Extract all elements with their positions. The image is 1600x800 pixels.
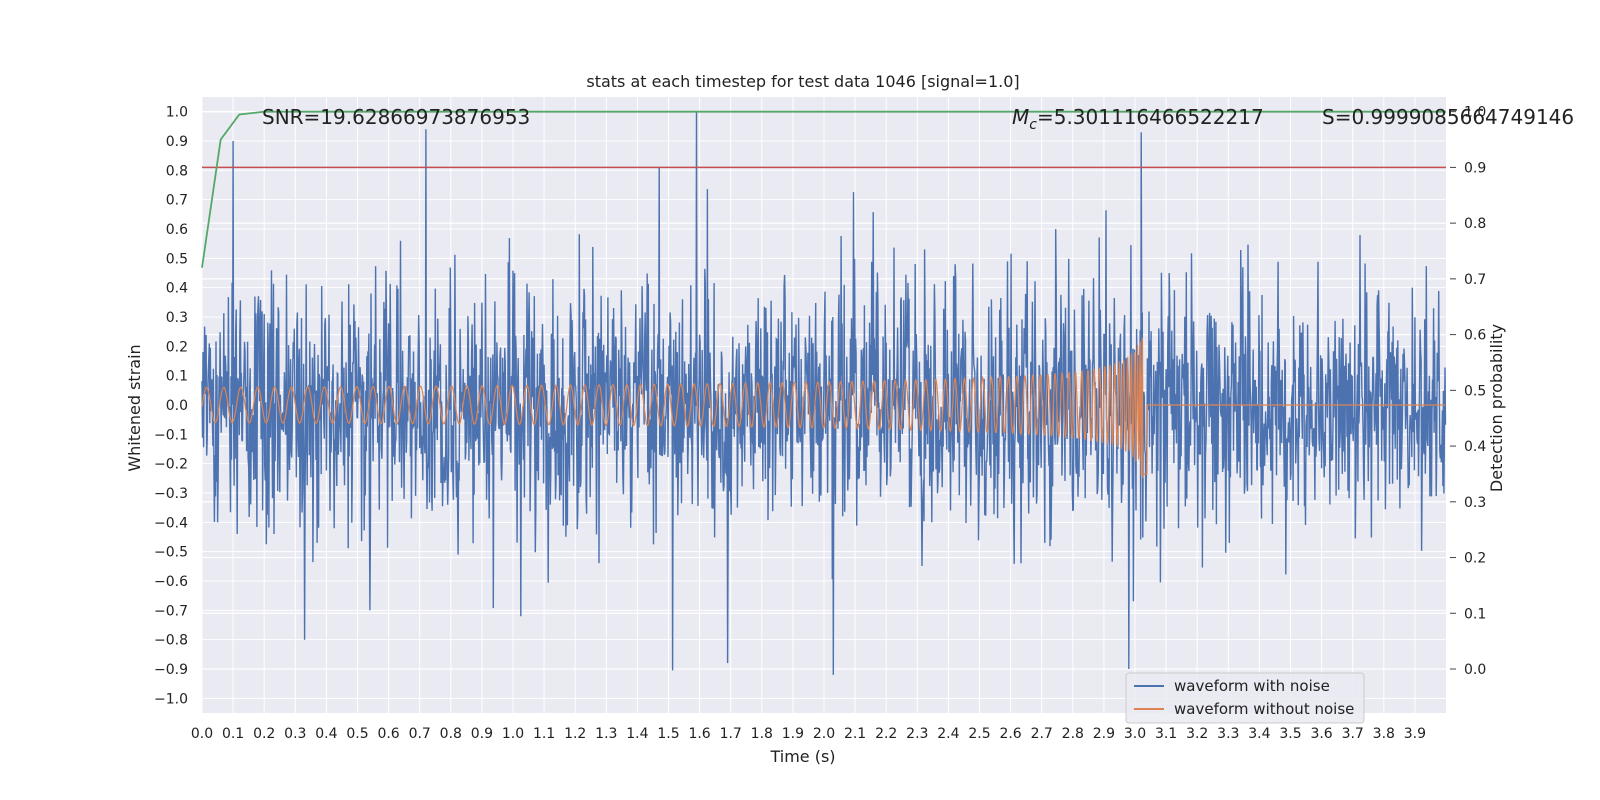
grid-lines xyxy=(201,97,1446,713)
x-tick-label: 1.3 xyxy=(595,726,617,742)
y-axis-ticks: 1.0 0.9 0.8 0.7 0.6 0.5 0.4 0.3 0.2 0.1 0.0 −0.1 −0.… xyxy=(154,105,188,708)
y-tick-label: 0.1 xyxy=(166,369,188,385)
x-tick-label: 3.6 xyxy=(1310,726,1332,742)
y2-tick-label: 0.6 xyxy=(1464,328,1486,344)
series-waveform-with-noise xyxy=(201,111,1447,675)
x-tick-label: 3.5 xyxy=(1279,726,1301,742)
y-tick-label: 0.8 xyxy=(166,163,188,179)
chirp-mass-symbol: M xyxy=(1012,105,1029,129)
x-tick-label: 3.3 xyxy=(1217,726,1239,742)
x-tick-label: 2.6 xyxy=(999,726,1021,742)
x-tick-label: 3.1 xyxy=(1155,726,1177,742)
x-tick-label: 2.9 xyxy=(1093,726,1115,742)
x-tick-label: 3.7 xyxy=(1342,726,1364,742)
x-tick-label: 2.0 xyxy=(813,726,835,742)
y2-tick-label: 0.5 xyxy=(1464,383,1486,399)
y-tick-label: 1.0 xyxy=(166,105,188,121)
y-tick-label: −0.1 xyxy=(154,427,188,443)
legend: waveform with noise waveform without noi… xyxy=(1125,672,1365,724)
y-tick-label: 0.5 xyxy=(166,251,188,267)
y-tick-label: 0.3 xyxy=(166,310,188,326)
chirp-mass-value: =5.301116466522217 xyxy=(1037,105,1264,129)
series-waveform-without-noise xyxy=(201,337,1446,479)
y2-tick-label: 0.1 xyxy=(1464,606,1486,622)
x-tick-label: 0.2 xyxy=(253,726,275,742)
x-tick-label: 1.2 xyxy=(564,726,586,742)
x-tick-label: 1.8 xyxy=(751,726,773,742)
y-tick-label: −1.0 xyxy=(154,691,188,707)
x-tick-label: 3.9 xyxy=(1404,726,1426,742)
legend-label-with-noise: waveform with noise xyxy=(1174,677,1330,695)
legend-label-without-noise: waveform without noise xyxy=(1174,700,1354,718)
x-tick-label: 3.8 xyxy=(1373,726,1395,742)
chirp-mass-subscript: c xyxy=(1029,117,1037,133)
noise-trace xyxy=(201,111,1447,675)
x-tick-label: 2.7 xyxy=(1031,726,1053,742)
x-tick-label: 2.3 xyxy=(906,726,928,742)
y-tick-label: 0.6 xyxy=(166,222,188,238)
y2-axis-label: Detection probability xyxy=(1487,324,1506,492)
x-axis-label: Time (s) xyxy=(769,747,835,766)
x-tick-label: 3.0 xyxy=(1124,726,1146,742)
x-tick-label: 1.4 xyxy=(626,726,648,742)
detection-probability-line xyxy=(201,110,1446,268)
y2-tick-label: 0.3 xyxy=(1464,495,1486,511)
x-tick-label: 3.4 xyxy=(1248,726,1270,742)
y2-tick-label: 0.8 xyxy=(1464,216,1486,232)
x-tick-label: 1.7 xyxy=(720,726,742,742)
x-tick-label: 0.6 xyxy=(377,726,399,742)
y-axis-label: Whitened strain xyxy=(125,344,144,471)
x-tick-label: 2.1 xyxy=(844,726,866,742)
y-tick-label: 0.4 xyxy=(166,281,188,297)
x-axis-ticks: 0.0 0.1 0.2 0.3 0.4 0.5 0.6 0.7 0.8 0.9 1.0 1.1 1.2 1… xyxy=(191,726,1426,742)
y2-tick-label: 0.7 xyxy=(1464,272,1486,288)
y-tick-label: −0.5 xyxy=(154,545,188,561)
y-tick-label: 0.2 xyxy=(166,339,188,355)
x-tick-label: 1.5 xyxy=(657,726,679,742)
clean-trace xyxy=(201,337,1446,479)
y-tick-label: −0.3 xyxy=(154,486,188,502)
x-tick-label: 0.1 xyxy=(222,726,244,742)
x-tick-label: 2.5 xyxy=(968,726,990,742)
y-tick-label: −0.7 xyxy=(154,603,188,619)
s-annotation: S=0.9999085664749146 xyxy=(1322,105,1574,129)
chart-title: stats at each timestep for test data 104… xyxy=(586,72,1019,91)
snr-annotation: SNR=19.62866973876953 xyxy=(262,105,530,129)
y-tick-label: −0.2 xyxy=(154,457,188,473)
series-detection-probability xyxy=(201,110,1446,268)
x-tick-label: 0.5 xyxy=(346,726,368,742)
x-tick-label: 0.9 xyxy=(471,726,493,742)
y-tick-label: 0.9 xyxy=(166,134,188,150)
chirp-mass-annotation: Mc=5.301116466522217 xyxy=(1012,105,1264,133)
x-tick-label: 0.4 xyxy=(315,726,337,742)
y2-tick-label: 0.4 xyxy=(1464,439,1486,455)
y2-tick-label: 1.0 xyxy=(1464,105,1486,121)
x-tick-label: 0.8 xyxy=(440,726,462,742)
x-tick-label: 0.3 xyxy=(284,726,306,742)
y2-axis-ticks: 1.0 0.9 0.8 0.7 0.6 0.5 0.4 0.3 0.2 0.1 0.0 xyxy=(1450,105,1486,678)
y-tick-label: 0.7 xyxy=(166,193,188,209)
x-tick-label: 1.1 xyxy=(533,726,555,742)
y-tick-label: −0.4 xyxy=(154,515,188,531)
x-tick-label: 1.9 xyxy=(782,726,804,742)
x-tick-label: 0.0 xyxy=(191,726,213,742)
x-tick-label: 1.6 xyxy=(688,726,710,742)
y2-tick-label: 0.0 xyxy=(1464,662,1486,678)
x-tick-label: 0.7 xyxy=(409,726,431,742)
y2-tick-label: 0.2 xyxy=(1464,551,1486,567)
x-tick-label: 3.2 xyxy=(1186,726,1208,742)
x-tick-label: 1.0 xyxy=(502,726,524,742)
y2-tick-label: 0.9 xyxy=(1464,160,1486,176)
y-tick-label: −0.8 xyxy=(154,633,188,649)
y-tick-label: −0.9 xyxy=(154,662,188,678)
x-tick-label: 2.8 xyxy=(1062,726,1084,742)
y-tick-label: 0.0 xyxy=(166,398,188,414)
y-tick-label: −0.6 xyxy=(154,574,188,590)
x-tick-label: 2.4 xyxy=(937,726,959,742)
x-tick-label: 2.2 xyxy=(875,726,897,742)
legend-frame xyxy=(1125,672,1365,724)
